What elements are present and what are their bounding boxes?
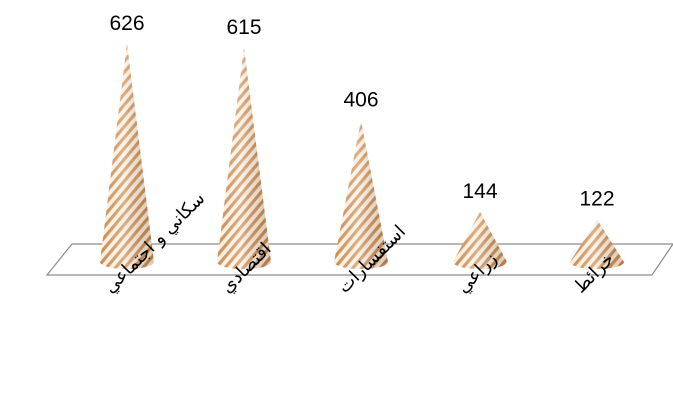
cone-series [100, 44, 624, 269]
cone-shading [453, 211, 507, 269]
cone-bar [570, 219, 624, 269]
data-label: 626 [109, 12, 144, 35]
data-label: 406 [343, 89, 378, 112]
cone-shading [100, 44, 154, 269]
data-label: 144 [462, 180, 497, 203]
cone-shading [217, 47, 271, 269]
cone-bar [100, 44, 154, 269]
cone-bar [217, 47, 271, 269]
cone-bar [334, 120, 388, 269]
cone-bar [453, 211, 507, 269]
cone-shading [334, 120, 388, 269]
cone-shading [570, 219, 624, 269]
data-label: 122 [579, 188, 614, 211]
data-labels: 626 615 406 144 122 [109, 12, 614, 211]
data-label: 615 [226, 16, 261, 39]
